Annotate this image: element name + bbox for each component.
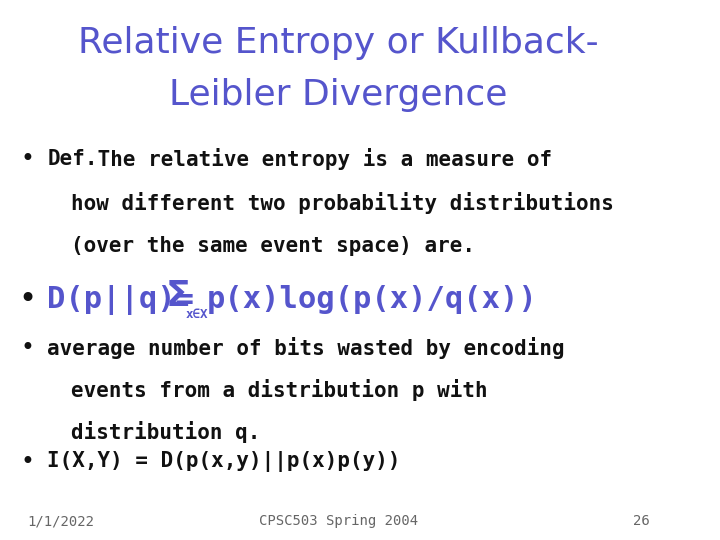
Text: 26: 26 [633,514,649,528]
Text: The relative entropy is a measure of: The relative entropy is a measure of [84,148,552,170]
Text: •: • [20,336,34,360]
Text: D(p||q)=: D(p||q)= [48,285,194,315]
Text: distribution q.: distribution q. [71,421,261,443]
Text: 1/1/2022: 1/1/2022 [27,514,94,528]
Text: Def.: Def. [48,149,98,170]
Text: how different two probability distributions: how different two probability distributi… [71,192,614,213]
Text: •: • [20,147,34,171]
Text: •: • [18,285,36,314]
Text: •: • [20,450,34,474]
Text: CPSC503 Spring 2004: CPSC503 Spring 2004 [258,514,418,528]
Text: I(X,Y) = D(p(x,y)||p(x)p(y)): I(X,Y) = D(p(x,y)||p(x)p(y)) [48,451,401,472]
Text: average number of bits wasted by encoding: average number of bits wasted by encodin… [48,338,565,359]
Text: p(x)log(p(x)/q(x)): p(x)log(p(x)/q(x)) [207,285,537,314]
Text: Relative Entropy or Kullback-: Relative Entropy or Kullback- [78,26,598,60]
Text: events from a distribution p with: events from a distribution p with [71,379,487,401]
Text: (over the same event space) are.: (over the same event space) are. [71,235,475,256]
Text: Σ: Σ [166,279,191,313]
Text: x∈X: x∈X [186,308,209,321]
Text: Leibler Divergence: Leibler Divergence [169,78,508,111]
